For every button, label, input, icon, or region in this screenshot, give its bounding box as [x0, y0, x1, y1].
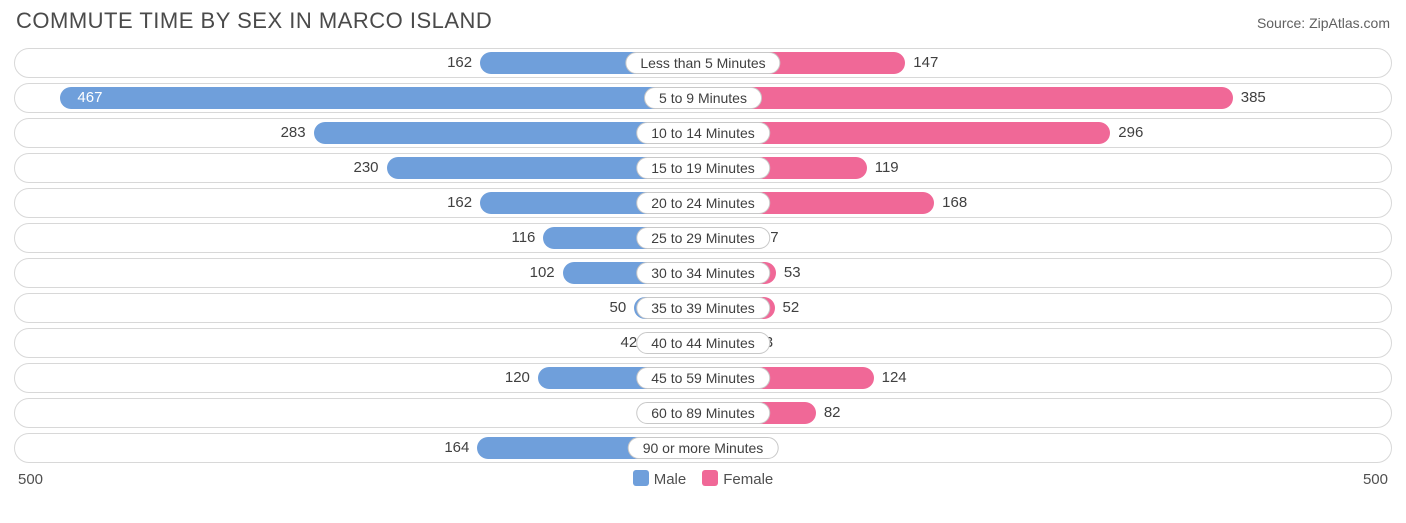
row-label: 5 to 9 Minutes — [644, 87, 762, 109]
chart-row: 283 296 10 to 14 Minutes — [14, 118, 1392, 148]
bar-male — [60, 87, 703, 109]
value-male: 164 — [444, 434, 469, 462]
value-male: 102 — [530, 259, 555, 287]
value-female: 147 — [913, 49, 938, 77]
axis-max-left: 500 — [18, 471, 43, 488]
value-female: 168 — [942, 189, 967, 217]
row-label: 90 or more Minutes — [628, 437, 779, 459]
legend-item-female: Female — [702, 470, 773, 488]
chart-row: 164590 or more Minutes — [14, 433, 1392, 463]
row-label: 60 to 89 Minutes — [636, 402, 770, 424]
legend-swatch-female — [702, 470, 718, 486]
value-male: 162 — [447, 49, 472, 77]
row-label: 20 to 24 Minutes — [636, 192, 770, 214]
value-male: 230 — [354, 154, 379, 182]
value-male: 42 — [621, 329, 638, 357]
row-label: 40 to 44 Minutes — [636, 332, 770, 354]
legend-swatch-male — [633, 470, 649, 486]
legend-label-female: Female — [723, 471, 773, 488]
chart-source: Source: ZipAtlas.com — [1257, 15, 1390, 31]
chart-row: 230 119 15 to 19 Minutes — [14, 153, 1392, 183]
row-label: 15 to 19 Minutes — [636, 157, 770, 179]
value-male: 120 — [505, 364, 530, 392]
chart-header: COMMUTE TIME BY SEX IN MARCO ISLAND Sour… — [12, 8, 1394, 48]
chart-row: 120 124 45 to 59 Minutes — [14, 363, 1392, 393]
row-label: 25 to 29 Minutes — [636, 227, 770, 249]
bar-chart: 162 147 Less than 5 Minutes 467 385 5 to 9 Mi… — [12, 48, 1394, 463]
value-female: 53 — [784, 259, 801, 287]
chart-row: 467 385 5 to 9 Minutes — [14, 83, 1392, 113]
value-male: 116 — [511, 224, 535, 252]
value-female: 124 — [882, 364, 907, 392]
chart-footer: 500 Male Female 500 — [12, 468, 1394, 488]
chart-container: COMMUTE TIME BY SEX IN MARCO ISLAND Sour… — [0, 0, 1406, 523]
value-male: 50 — [610, 294, 627, 322]
chart-title: COMMUTE TIME BY SEX IN MARCO ISLAND — [16, 8, 492, 34]
row-label: Less than 5 Minutes — [625, 52, 780, 74]
chart-row: 1163725 to 29 Minutes — [14, 223, 1392, 253]
value-female: 296 — [1118, 119, 1143, 147]
value-female: 385 — [1241, 84, 1266, 112]
value-female: 119 — [875, 154, 899, 182]
chart-row: 50 52 35 to 39 Minutes — [14, 293, 1392, 323]
chart-row: 162 168 20 to 24 Minutes — [14, 188, 1392, 218]
chart-row: 162 147 Less than 5 Minutes — [14, 48, 1392, 78]
row-label: 35 to 39 Minutes — [636, 297, 770, 319]
row-label: 30 to 34 Minutes — [636, 262, 770, 284]
legend-item-male: Male — [633, 470, 687, 488]
value-male: 467 — [77, 84, 102, 112]
value-male: 162 — [447, 189, 472, 217]
chart-row: 423340 to 44 Minutes — [14, 328, 1392, 358]
row-label: 45 to 59 Minutes — [636, 367, 770, 389]
value-female: 52 — [783, 294, 800, 322]
value-female: 82 — [824, 399, 841, 427]
legend: Male Female — [633, 470, 774, 488]
chart-row: 298260 to 89 Minutes — [14, 398, 1392, 428]
value-male: 283 — [281, 119, 306, 147]
chart-row: 102 53 30 to 34 Minutes — [14, 258, 1392, 288]
legend-label-male: Male — [654, 471, 687, 488]
bar-female — [703, 87, 1233, 109]
axis-max-right: 500 — [1363, 471, 1388, 488]
row-label: 10 to 14 Minutes — [636, 122, 770, 144]
